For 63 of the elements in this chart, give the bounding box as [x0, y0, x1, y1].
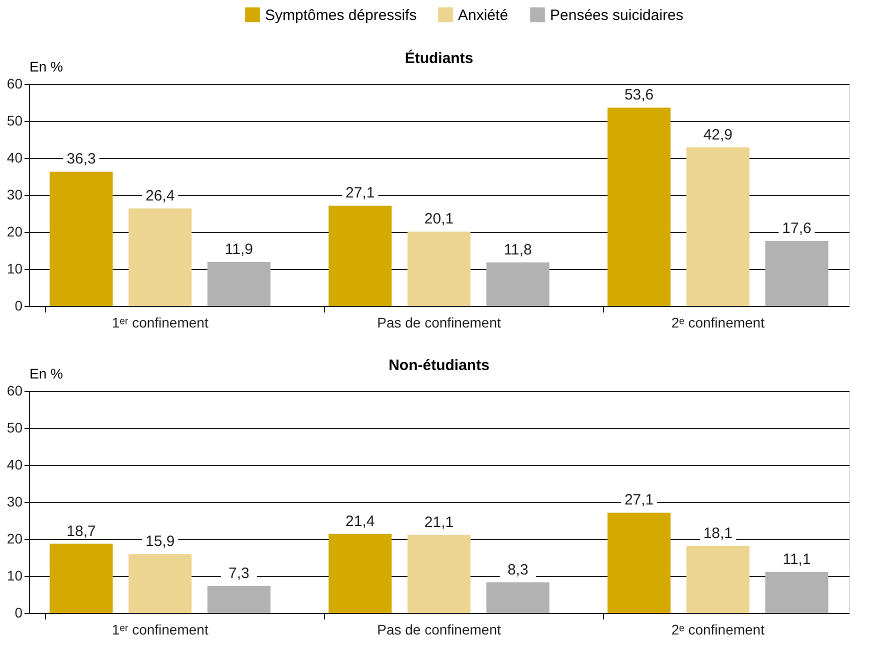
data-label: 27,1	[624, 492, 654, 509]
bar	[128, 208, 192, 306]
data-label: 15,9	[145, 533, 175, 550]
y-tick-label: 30	[6, 186, 23, 202]
bar	[608, 512, 671, 613]
bar	[407, 534, 471, 613]
bar	[328, 206, 392, 306]
x-tick-label: 1ᵉʳ confinement	[112, 314, 208, 330]
data-label: 8,3	[507, 561, 528, 578]
y-axis-title: En %	[30, 366, 63, 382]
y-tick-label: 20	[6, 530, 23, 546]
data-label: 53,6	[624, 86, 654, 104]
data-label: 36,3	[66, 150, 96, 168]
data-label: 11,1	[782, 550, 811, 568]
x-tick-label: 2ᵉ confinement	[671, 622, 765, 638]
data-label: 20,1	[424, 210, 454, 228]
bar	[486, 582, 550, 613]
chart-title: Étudiants	[404, 49, 474, 67]
y-tick-label: 0	[14, 298, 23, 314]
y-tick-label: 10	[6, 260, 23, 276]
bar	[608, 108, 671, 306]
x-tick-label: 1ᵉʳ confinement	[112, 622, 208, 638]
data-label: 27,1	[346, 184, 375, 202]
bar	[50, 544, 113, 613]
bar	[328, 534, 392, 613]
y-tick-label: 50	[6, 420, 23, 436]
data-label: 18,7	[66, 522, 96, 540]
data-label: 11,9	[224, 240, 253, 258]
y-tick-label: 40	[6, 150, 23, 166]
bar	[686, 147, 750, 306]
y-axis-title: En %	[30, 58, 63, 74]
bar	[686, 546, 750, 613]
x-tick-label: Pas de confinement	[377, 622, 501, 638]
y-tick-label: 20	[6, 224, 23, 240]
y-tick-label: 30	[6, 494, 23, 510]
data-label: 18,1	[703, 525, 733, 542]
legend-label: Symptômes dépressifs	[265, 6, 417, 24]
bar	[128, 554, 192, 613]
y-tick-label: 50	[6, 112, 23, 128]
x-tick-label: 2ᵉ confinement	[671, 314, 765, 330]
bar	[207, 262, 270, 306]
bar	[50, 172, 113, 306]
y-tick-label: 40	[6, 456, 23, 472]
x-tick-label: Pas de confinement	[377, 314, 501, 330]
data-label: 21,4	[346, 512, 375, 530]
data-label: 21,1	[424, 514, 454, 531]
legend-label: Pensées suicidaires	[550, 6, 684, 24]
legend-label: Anxiété	[458, 6, 508, 24]
bar	[765, 572, 828, 613]
y-tick-label: 60	[6, 76, 23, 92]
bar	[765, 240, 828, 306]
y-tick-label: 0	[14, 604, 23, 620]
y-tick-label: 10	[6, 568, 23, 584]
data-label: 26,4	[145, 187, 175, 204]
data-label: 7,3	[228, 564, 250, 582]
bar	[407, 232, 471, 306]
bar	[486, 262, 550, 306]
data-label: 11,8	[504, 241, 532, 258]
bar	[207, 586, 270, 613]
data-label: 17,6	[782, 220, 812, 237]
chart-title: Non-étudiants	[388, 357, 490, 374]
data-label: 42,9	[703, 126, 733, 144]
y-tick-label: 60	[6, 382, 23, 398]
